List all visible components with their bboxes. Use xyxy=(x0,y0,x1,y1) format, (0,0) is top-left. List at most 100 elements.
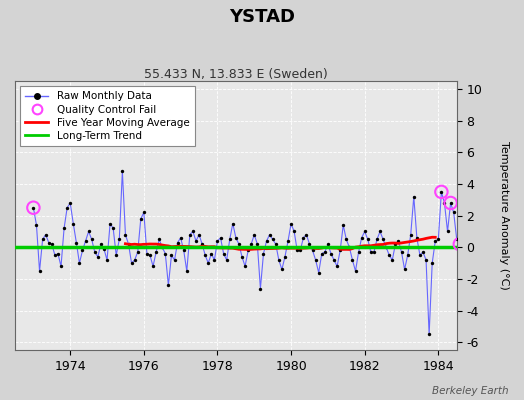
Point xyxy=(250,232,258,238)
Point xyxy=(455,241,464,247)
Point xyxy=(373,236,381,242)
Point xyxy=(127,260,136,266)
Point xyxy=(361,228,369,235)
Point xyxy=(284,238,292,244)
Point xyxy=(410,194,418,200)
Point xyxy=(204,260,212,266)
Point xyxy=(498,236,507,242)
Point xyxy=(431,238,440,244)
Point xyxy=(428,260,436,266)
Point xyxy=(458,228,467,235)
Point xyxy=(330,257,338,263)
Point xyxy=(493,220,501,227)
Point xyxy=(112,252,121,258)
Point xyxy=(351,268,359,274)
Point xyxy=(232,235,240,241)
Point xyxy=(446,200,455,206)
Point xyxy=(247,241,255,247)
Point xyxy=(115,236,124,242)
Point xyxy=(425,331,433,338)
Point xyxy=(195,232,203,238)
Point xyxy=(235,241,243,247)
Point xyxy=(149,263,157,270)
Point xyxy=(486,203,495,209)
Point xyxy=(324,241,332,247)
Point xyxy=(278,266,286,273)
Point xyxy=(228,220,237,227)
Point xyxy=(32,222,41,228)
Point xyxy=(94,254,102,260)
Point xyxy=(54,250,62,257)
Point xyxy=(345,244,354,250)
Point xyxy=(271,241,280,247)
Point xyxy=(103,257,111,263)
Point xyxy=(474,204,483,211)
Y-axis label: Temperature Anomaly (°C): Temperature Anomaly (°C) xyxy=(499,141,509,290)
Point xyxy=(446,200,455,206)
Point xyxy=(302,232,311,238)
Point xyxy=(308,247,316,254)
Point xyxy=(256,285,265,292)
Point xyxy=(511,204,519,211)
Point xyxy=(391,241,400,247)
Point xyxy=(244,247,253,254)
Point xyxy=(354,249,363,255)
Point xyxy=(210,257,219,263)
Point xyxy=(407,232,415,238)
Point xyxy=(364,236,372,242)
Point xyxy=(443,228,452,235)
Point xyxy=(453,236,461,242)
Point xyxy=(348,257,357,263)
Point xyxy=(69,220,78,227)
Point xyxy=(201,252,210,258)
Point xyxy=(60,225,68,232)
Point xyxy=(57,263,65,270)
Point xyxy=(109,225,117,232)
Title: 55.433 N, 13.833 E (Sweden): 55.433 N, 13.833 E (Sweden) xyxy=(144,68,328,81)
Point xyxy=(342,236,351,242)
Point xyxy=(189,228,197,235)
Point xyxy=(455,241,464,247)
Point xyxy=(321,249,329,255)
Point xyxy=(97,241,105,247)
Point xyxy=(505,216,513,222)
Point xyxy=(357,235,366,241)
Point xyxy=(496,228,504,235)
Point xyxy=(311,257,320,263)
Point xyxy=(508,209,516,216)
Point xyxy=(468,232,476,238)
Point xyxy=(241,263,249,270)
Point xyxy=(259,250,268,257)
Point xyxy=(465,241,473,247)
Point xyxy=(198,241,206,247)
Point xyxy=(501,209,510,216)
Point xyxy=(376,228,384,235)
Point xyxy=(299,235,308,241)
Point xyxy=(29,204,38,211)
Point xyxy=(281,254,289,260)
Point xyxy=(483,254,492,260)
Point xyxy=(419,249,427,255)
Point xyxy=(78,247,86,254)
Point xyxy=(397,249,406,255)
Point xyxy=(130,257,139,263)
Point xyxy=(41,232,50,238)
Point xyxy=(336,247,344,254)
Point xyxy=(225,236,234,242)
Point xyxy=(290,228,298,235)
Point xyxy=(146,252,154,258)
Point xyxy=(121,232,129,238)
Point xyxy=(477,238,485,244)
Point xyxy=(213,238,222,244)
Point xyxy=(480,249,488,255)
Point xyxy=(437,189,445,195)
Point xyxy=(314,270,323,276)
Point xyxy=(155,236,163,242)
Point xyxy=(253,241,261,247)
Point xyxy=(177,235,185,241)
Point xyxy=(84,228,93,235)
Point xyxy=(388,257,397,263)
Point xyxy=(134,249,142,255)
Point xyxy=(450,209,458,216)
Point xyxy=(263,238,271,244)
